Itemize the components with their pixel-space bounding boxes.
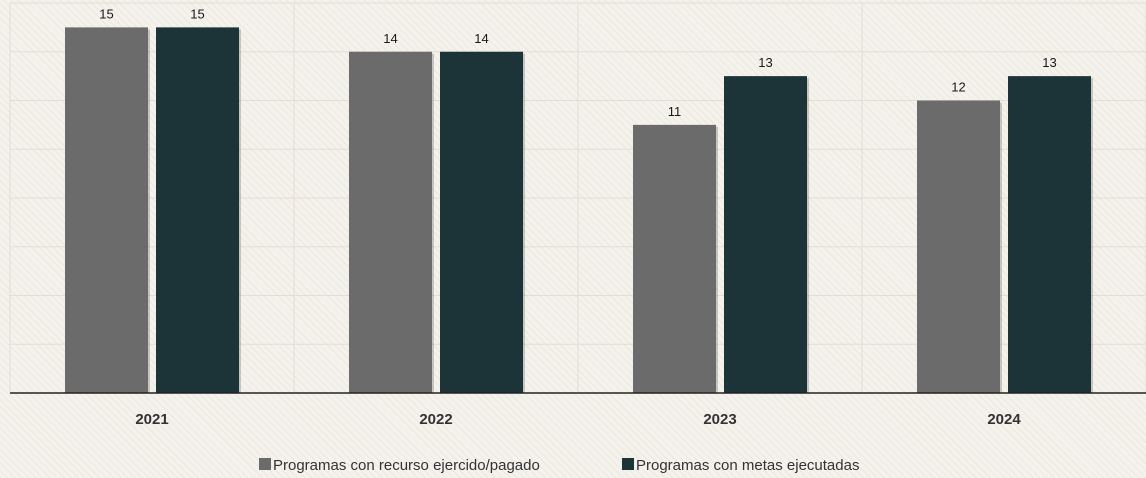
bar-2024-series-2 (1008, 76, 1091, 393)
bar-2023-series-2 (724, 76, 807, 393)
x-tick-label-2023: 2023 (703, 411, 736, 428)
bar-2024-series-1 (917, 100, 1000, 393)
x-tick-label-2024: 2024 (987, 411, 1021, 428)
data-label-2021-series-1: 15 (99, 6, 113, 21)
data-label-2021-series-2: 15 (190, 6, 204, 21)
data-label-2024-series-2: 13 (1042, 55, 1056, 70)
data-label-2023-series-1: 11 (668, 104, 682, 119)
x-tick-label-2022: 2022 (419, 411, 452, 428)
bar-2021-series-2 (156, 27, 239, 393)
bar-2022-series-2 (440, 51, 523, 393)
legend-label-series-2: Programas con metas ejecutadas (636, 457, 859, 474)
legend: Programas con recurso ejercido/pagado Pro… (259, 457, 859, 474)
bar-2022-series-1 (349, 51, 432, 393)
bar-2023-series-1 (633, 124, 716, 393)
legend-swatch-series-1 (259, 458, 271, 470)
legend-label-series-1: Programas con recurso ejercido/pagado (273, 457, 540, 474)
bar-2021-series-1 (65, 27, 148, 393)
data-label-2022-series-2: 14 (474, 31, 488, 46)
data-labels: 15 15 14 14 11 13 12 13 (99, 6, 1056, 119)
data-label-2023-series-2: 13 (758, 55, 772, 70)
bars (65, 27, 1093, 393)
legend-swatch-series-2 (622, 458, 634, 470)
x-tick-label-2021: 2021 (135, 411, 168, 428)
data-label-2024-series-1: 12 (951, 80, 965, 95)
category-labels: 2021 2022 2023 2024 (135, 411, 1021, 428)
data-label-2022-series-1: 14 (383, 31, 397, 46)
